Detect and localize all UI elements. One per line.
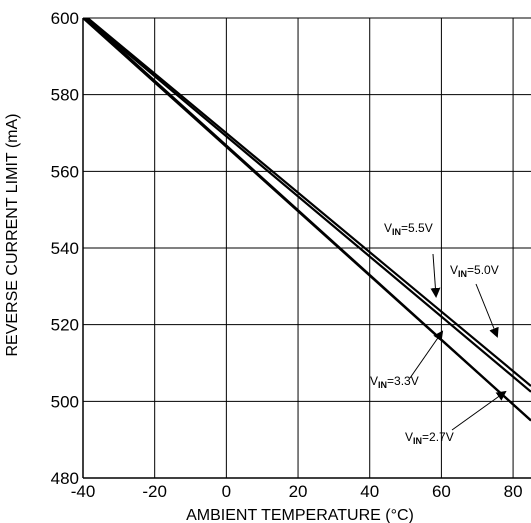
annotation-vin-5-5v: VIN=5.5V [384,221,441,298]
x-tick-label: 20 [289,482,308,501]
x-tick-label: 0 [222,482,231,501]
x-tick-label: 40 [360,482,379,501]
annotation-vin-5-0v: VIN=5.0V [450,263,499,338]
annotation-label: VIN=2.7V [405,430,454,446]
annotation-label: VIN=5.5V [384,221,433,237]
x-axis-label: AMBIENT TEMPERATURE (°C) [186,507,414,523]
y-tick-label: 540 [51,239,79,258]
annotation-vin-2-7v: VIN=2.7V [405,390,507,446]
annotation-arrow [430,253,441,298]
annotation-arrow [475,283,499,338]
series-line-vin-5-5v [83,18,531,393]
x-tick-label: 60 [432,482,451,501]
annotation-arrow [451,390,507,431]
x-tick-label: 80 [504,482,523,501]
y-tick-label: 600 [51,9,79,28]
y-tick-label: 580 [51,86,79,105]
annotation-vin-3-3v: VIN=3.3V [370,330,444,390]
annotation-label: VIN=3.3V [370,374,419,390]
y-tick-label: 500 [51,392,79,411]
series-line-vin-5-0v [85,18,531,387]
annotation-arrow [409,330,444,379]
y-axis-label: REVERSE CURRENT LIMIT (mA) [4,114,21,357]
y-tick-label: 520 [51,316,79,335]
annotations: VIN=5.5V VIN=5.0V VIN=3.3V VIN=2.7V [370,221,507,446]
y-tick-label: 560 [51,162,79,181]
y-tick-label: 480 [51,469,79,488]
x-tick-label: -20 [142,482,167,501]
series-line-vin-2-7v [83,18,531,422]
annotation-label: VIN=5.0V [450,263,499,279]
tick-labels: -40 -20 0 20 40 60 80 480 500 520 540 560 580 600 [51,9,523,501]
x-tick-label: -40 [71,482,96,501]
series-layer [83,18,531,422]
